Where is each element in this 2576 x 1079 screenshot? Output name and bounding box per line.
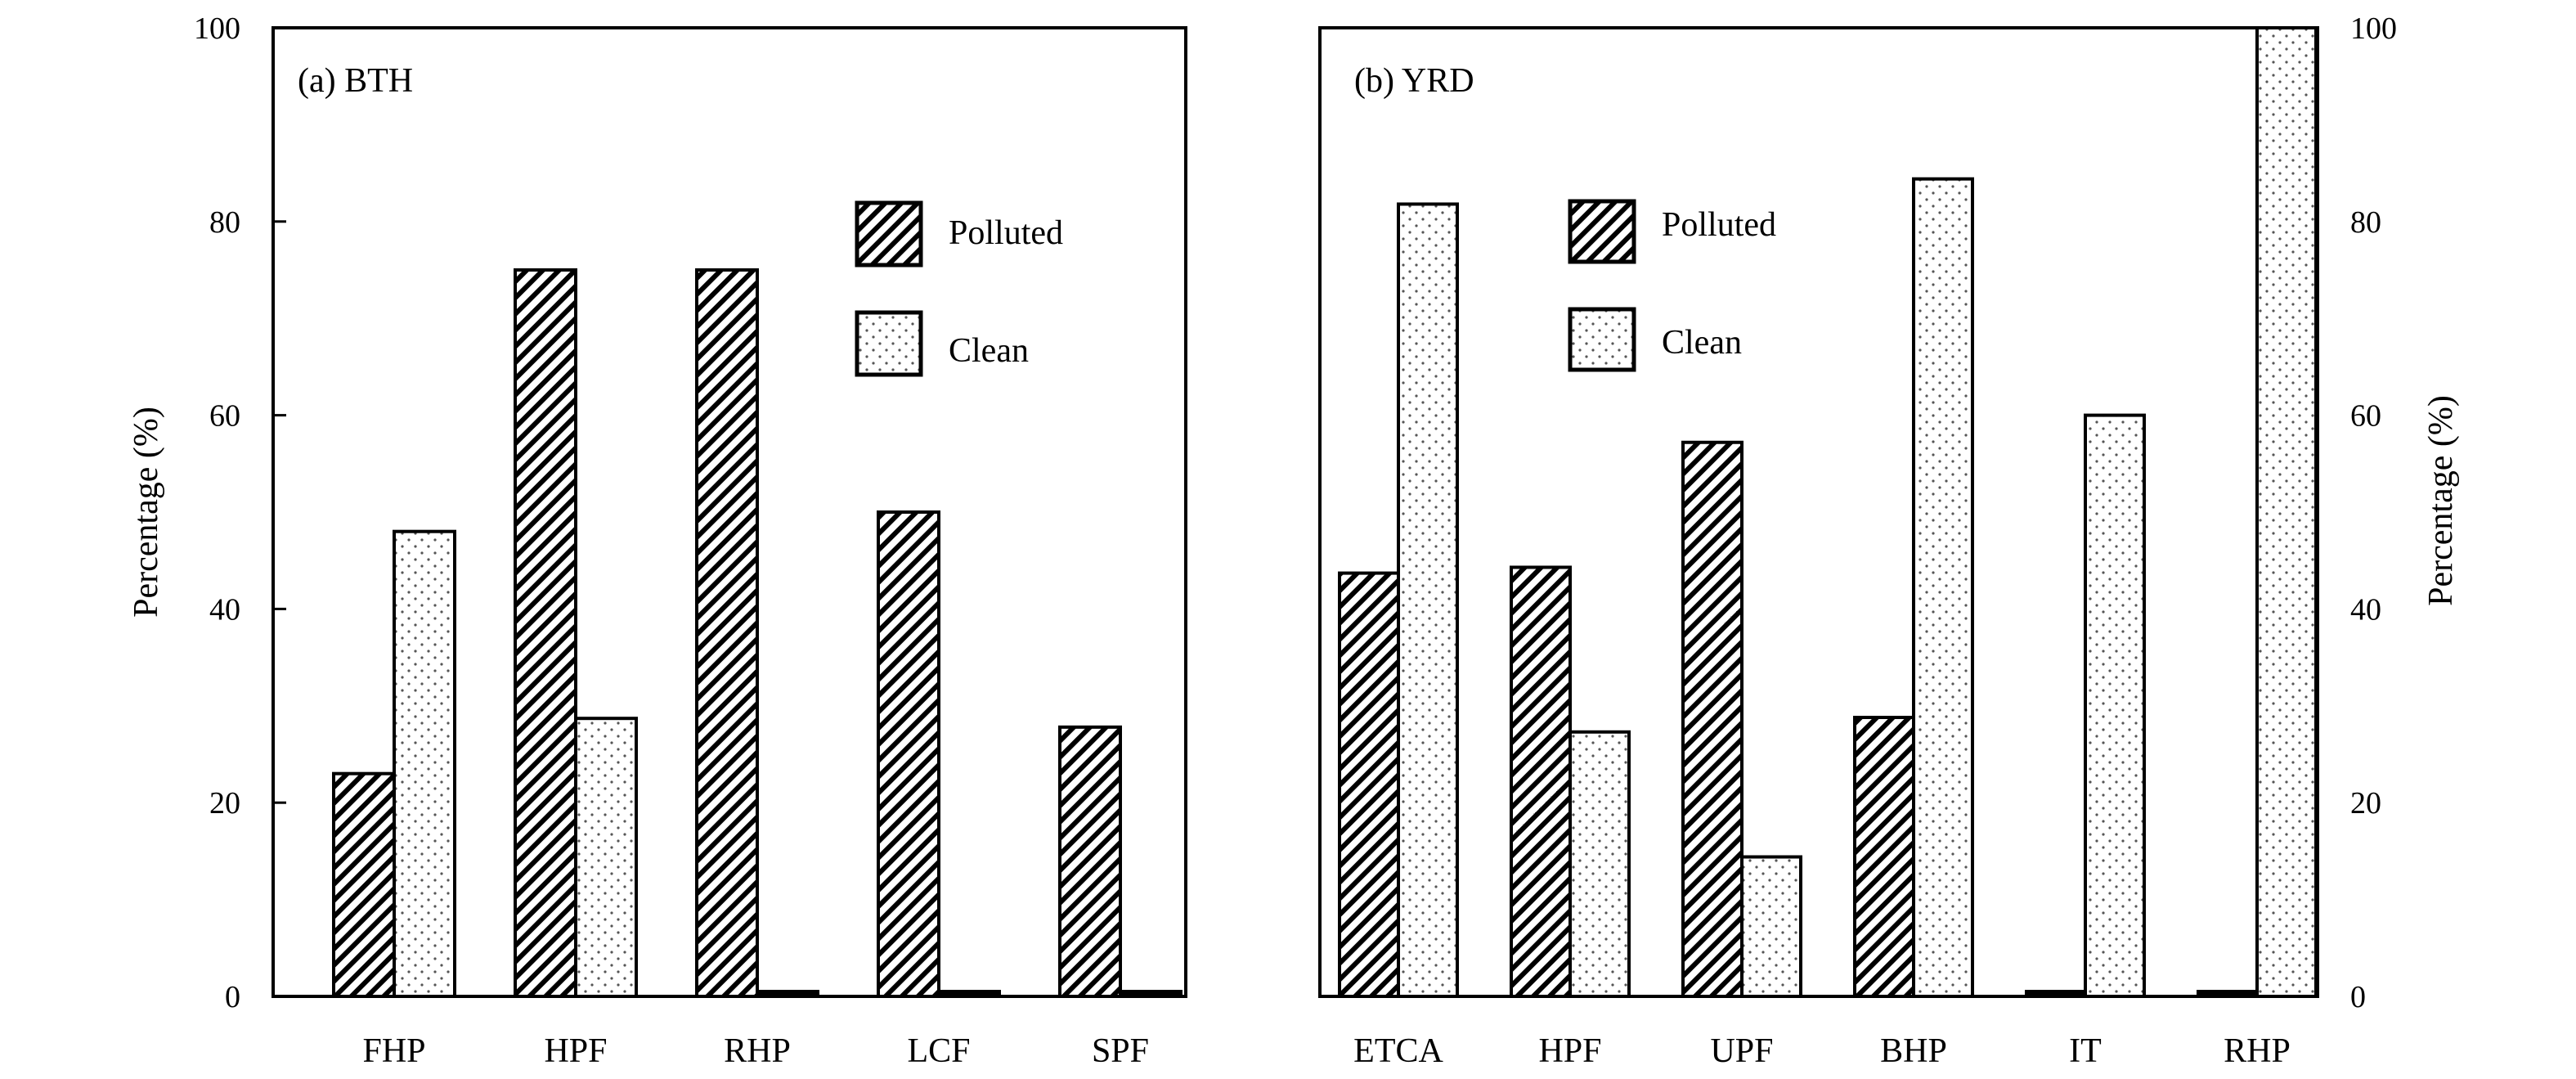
panel-a-y-axis-title: Percentage (%) [128,407,165,618]
y-tick-label: 40 [2350,592,2381,627]
panel-b-bars [1338,26,2318,999]
bar-polluted-hpf [1510,565,1572,998]
bar-clean-hpf [1568,730,1631,998]
bar-polluted-rhp [695,268,759,998]
panel-a-category-labels: FHP HPF RHP LCF SPF [362,1032,1149,1070]
x-category-label: RHP [724,1032,791,1070]
x-category-label: ETCA [1353,1032,1443,1070]
bar-clean-rhp [2255,26,2318,998]
bar-polluted-upf [1681,440,1744,998]
panel-b-category-labels: ETCA HPF UPF BHP IT RHP [1353,1032,2291,1070]
bar-clean-spf [1119,990,1183,998]
panel-a-bars [332,268,1183,999]
bar-polluted-it [2025,990,2087,998]
bar-clean-fhp [393,529,456,998]
bar-clean-hpf [574,717,638,999]
bar-polluted-fhp [332,771,396,998]
bar-polluted-hpf [514,268,577,998]
bar-polluted-lcf [877,510,940,998]
y-tick-label: 60 [2350,399,2381,434]
bar-polluted-etca [1338,571,1400,998]
panel-b-y-axis-title: Percentage (%) [2422,395,2460,606]
bar-clean-rhp [756,990,819,998]
legend-polluted-swatch [855,200,923,268]
legend-clean-swatch [1568,307,1636,372]
y-tick-label: 20 [209,786,240,820]
x-category-label: BHP [1880,1032,1947,1070]
bar-clean-etca [1397,202,1459,999]
bar-clean-upf [1740,855,1802,999]
x-category-label: SPF [1092,1032,1149,1070]
y-tick-label: 0 [2350,980,2366,1014]
y-tick-label: 100 [194,11,240,46]
legend-polluted-label: Polluted [1662,206,1776,244]
panel-b-plot-frame [1318,26,2319,998]
bar-clean-bhp [1912,177,1974,999]
legend-polluted-label: Polluted [949,214,1063,252]
x-category-label: HPF [544,1032,607,1070]
legend-clean-label: Clean [949,332,1029,370]
x-category-label: IT [2069,1032,2102,1070]
bar-polluted-rhp [2197,990,2259,998]
legend-clean-swatch [855,310,923,377]
y-tick-label: 80 [2350,205,2381,240]
panel-b-label: (b) YRD [1354,62,1474,100]
bar-polluted-bhp [1853,716,1915,998]
x-category-label: RHP [2224,1032,2291,1070]
legend-polluted-swatch [1568,199,1636,264]
panel-a-label: (a) BTH [298,62,413,100]
x-category-label: LCF [907,1032,970,1070]
y-tick-label: 80 [209,205,240,240]
legend-clean-label: Clean [1662,324,1742,362]
y-tick-label: 100 [2350,11,2397,46]
bar-clean-lcf [937,990,1001,998]
y-tick-label: 0 [225,980,240,1014]
y-tick-label: 40 [209,592,240,627]
y-tick-label: 20 [2350,786,2381,820]
x-category-label: HPF [1538,1032,1601,1070]
x-category-label: FHP [362,1032,425,1070]
panel-b-legend: Polluted Clean [1568,199,1776,372]
panel-a-y-ticks: 0 20 40 60 80 100 [194,11,286,1014]
bar-clean-it [2084,413,2146,999]
x-category-label: UPF [1710,1032,1773,1070]
panel-a-legend: Polluted Clean [855,200,1063,377]
panel-a-bth: 0 20 40 60 80 100 FHP HPF RHP LCF SPF (a) BTH Per… [128,11,1187,1070]
y-tick-label: 60 [209,399,240,434]
bar-polluted-spf [1058,725,1122,999]
